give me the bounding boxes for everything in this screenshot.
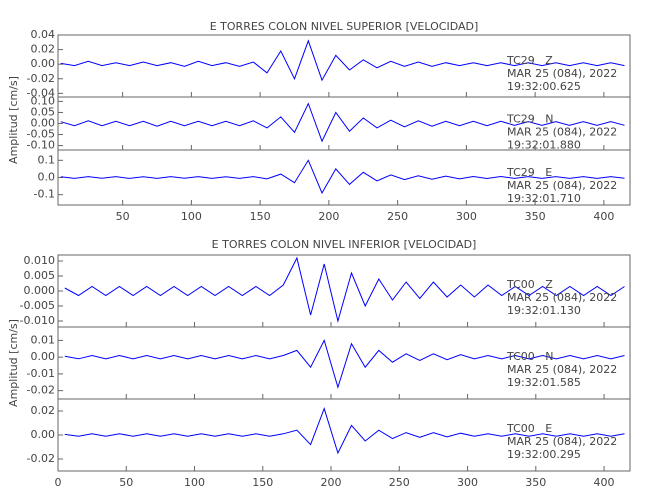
y-tick-label: 0.1 — [38, 153, 56, 166]
date-label: MAR 25 (084), 2022 — [507, 435, 617, 448]
station-label: TC29 Z — [506, 54, 553, 67]
x-tick-label: 200 — [318, 210, 339, 223]
y-tick-label: 0.10 — [31, 94, 56, 107]
y-tick-label: -0.010 — [20, 314, 55, 327]
y-tick-label: 0.000 — [24, 284, 56, 297]
y-tick-label: -0.02 — [27, 72, 55, 85]
y-tick-label: -0.05 — [27, 128, 55, 141]
station-label: TC29 E — [506, 166, 552, 179]
y-tick-label: -0.005 — [20, 299, 55, 312]
y-tick-label: 0.05 — [31, 105, 56, 118]
y-tick-label: 0.02 — [31, 43, 56, 56]
y-tick-label: -0.04 — [27, 86, 55, 99]
station-label: TC29 N — [506, 112, 553, 125]
time-label: 19:32:01.880 — [507, 138, 581, 151]
x-tick-label: 50 — [116, 210, 130, 223]
x-tick-label: 100 — [181, 210, 202, 223]
x-tick-label: 50 — [119, 476, 133, 489]
y-tick-label: 0.0 — [38, 171, 56, 184]
x-tick-label: 400 — [594, 476, 615, 489]
y-tick-label: 0.00 — [31, 57, 56, 70]
time-label: 19:32:01.710 — [507, 192, 581, 205]
y-tick-label: -0.02 — [27, 384, 55, 397]
y-tick-label: 0.010 — [24, 254, 56, 267]
x-tick-label: 0 — [55, 476, 62, 489]
y-tick-label: 0.00 — [31, 428, 56, 441]
waveform — [60, 159, 625, 195]
date-label: MAR 25 (084), 2022 — [507, 67, 617, 80]
y-tick-label: -0.1 — [34, 188, 55, 201]
waveform — [64, 256, 625, 323]
time-label: 19:32:00.625 — [507, 80, 581, 93]
y-tick-label: -0.10 — [27, 139, 55, 152]
y-tick-label: 0.04 — [31, 28, 56, 41]
station-label: TC00 N — [506, 350, 553, 363]
x-tick-label: 150 — [250, 210, 271, 223]
y-tick-label: -0.02 — [27, 452, 55, 465]
date-label: MAR 25 (084), 2022 — [507, 179, 617, 192]
time-label: 19:32:00.295 — [507, 448, 581, 461]
waveform — [60, 39, 625, 82]
x-tick-label: 150 — [252, 476, 273, 489]
waveform — [64, 339, 625, 390]
x-tick-label: 250 — [389, 476, 410, 489]
x-tick-label: 100 — [184, 476, 205, 489]
y-axis-label: Amplitud [cm/s] — [7, 319, 20, 407]
x-tick-label: 250 — [387, 210, 408, 223]
time-label: 19:32:01.130 — [507, 304, 581, 317]
station-label: TC00 Z — [506, 278, 553, 291]
y-tick-label: -0.01 — [27, 367, 55, 380]
waveform — [64, 407, 625, 455]
x-tick-label: 400 — [593, 210, 614, 223]
time-label: 19:32:01.585 — [507, 376, 581, 389]
station-label: TC00 E — [506, 422, 552, 435]
x-tick-label: 350 — [525, 476, 546, 489]
y-axis-label: Amplitud [cm/s] — [7, 76, 20, 164]
y-tick-label: 0.00 — [31, 350, 56, 363]
y-tick-label: 0.00 — [31, 117, 56, 130]
x-tick-label: 300 — [456, 210, 477, 223]
y-tick-label: 0.01 — [31, 333, 56, 346]
y-tick-label: 0.02 — [31, 404, 56, 417]
y-tick-label: 0.005 — [24, 269, 56, 282]
waveform — [60, 102, 625, 143]
x-tick-label: 350 — [525, 210, 546, 223]
date-label: MAR 25 (084), 2022 — [507, 363, 617, 376]
date-label: MAR 25 (084), 2022 — [507, 291, 617, 304]
x-tick-label: 300 — [457, 476, 478, 489]
chart-title: E TORRES COLON NIVEL SUPERIOR [VELOCIDAD… — [210, 20, 479, 33]
date-label: MAR 25 (084), 2022 — [507, 125, 617, 138]
x-tick-label: 200 — [321, 476, 342, 489]
chart-title: E TORRES COLON NIVEL INFERIOR [VELOCIDAD… — [212, 238, 477, 251]
